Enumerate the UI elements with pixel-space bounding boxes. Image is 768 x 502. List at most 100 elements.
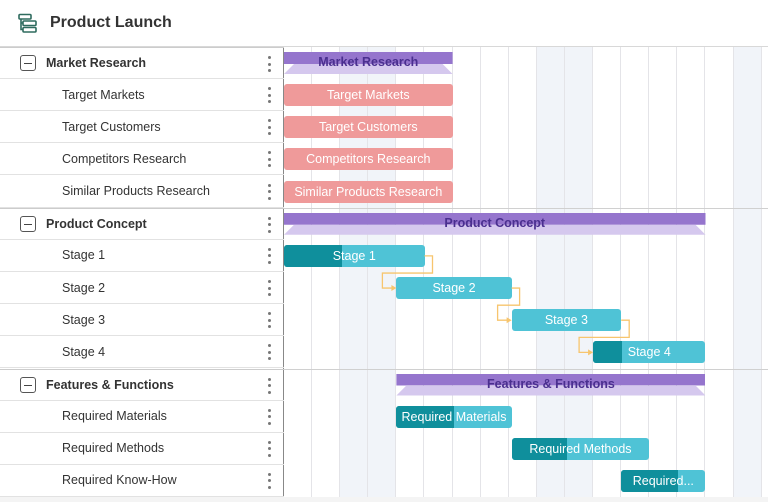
- timeline-column: [509, 47, 537, 497]
- task-row[interactable]: Required Methods: [0, 433, 284, 465]
- more-options-icon[interactable]: [267, 87, 271, 104]
- group-bar[interactable]: Product Concept: [284, 212, 706, 235]
- progress-fill: [511, 437, 567, 460]
- task-bar-label: Competitors Research: [306, 152, 431, 167]
- more-options-icon[interactable]: [267, 344, 271, 361]
- bottom-edge: [0, 497, 768, 502]
- task-bar[interactable]: Stage 2: [396, 277, 512, 300]
- collapse-toggle-icon[interactable]: [20, 215, 36, 232]
- task-bar[interactable]: Required Methods: [511, 437, 650, 460]
- row-label: Competitors Research: [62, 151, 187, 166]
- timeline-column: [312, 47, 341, 497]
- timeline-column: [621, 47, 650, 497]
- task-row[interactable]: Competitors Research: [0, 143, 284, 176]
- row-label: Stage 2: [62, 280, 106, 295]
- task-bar-label: Stage 1: [332, 248, 376, 263]
- more-options-icon[interactable]: [267, 408, 271, 425]
- page-title: Product Launch: [50, 14, 172, 31]
- timeline-column: [536, 47, 565, 497]
- more-options-icon[interactable]: [267, 56, 271, 72]
- timeline-column: [677, 47, 706, 497]
- timeline-column: [425, 47, 453, 497]
- row-label: Target Markets: [62, 87, 145, 102]
- group-bar-label: Product Concept: [444, 215, 546, 230]
- more-options-icon[interactable]: [267, 183, 271, 200]
- more-options-icon[interactable]: [267, 119, 271, 136]
- task-bar-label: Required...: [632, 473, 694, 488]
- group-bar-label: Market Research: [318, 55, 419, 69]
- row-label: Required Materials: [62, 409, 167, 424]
- timeline-column: [706, 47, 734, 497]
- group-bar[interactable]: Market Research: [284, 52, 453, 74]
- task-bar-label: Stage 4: [627, 345, 671, 360]
- task-row[interactable]: Required Materials: [0, 401, 284, 433]
- more-options-icon[interactable]: [267, 247, 271, 264]
- task-list: Market Research Target Markets Target Cust…: [0, 47, 284, 497]
- task-bar[interactable]: Target Customers: [284, 116, 453, 139]
- group-divider: [284, 207, 768, 209]
- gantt-chart: Market Research Target Markets Target Cust…: [284, 47, 768, 497]
- timeline-column: [565, 47, 594, 497]
- task-bar[interactable]: Competitors Research: [284, 148, 453, 171]
- task-bar[interactable]: Target Markets: [284, 84, 453, 107]
- progress-fill: [593, 341, 623, 364]
- task-row[interactable]: Target Markets: [0, 79, 284, 112]
- task-bar-label: Similar Products Research: [294, 184, 443, 199]
- dependency-arrow: [381, 255, 434, 289]
- task-row[interactable]: Similar Products Research: [0, 176, 284, 208]
- dependency-arrow: [496, 287, 521, 321]
- dependency-arrow: [578, 319, 630, 353]
- more-options-icon[interactable]: [267, 280, 271, 297]
- group-bar[interactable]: Features & Functions: [396, 373, 706, 396]
- task-bar[interactable]: Stage 3: [511, 309, 622, 332]
- task-bar-label: Target Markets: [326, 88, 410, 103]
- task-bar-label: Required Materials: [401, 409, 507, 424]
- progress-fill: [621, 469, 678, 492]
- gantt-icon: [18, 13, 37, 33]
- task-bar-label: Stage 3: [544, 313, 588, 328]
- more-options-icon[interactable]: [267, 151, 271, 168]
- task-row[interactable]: Target Customers: [0, 111, 284, 144]
- task-bar[interactable]: Required...: [621, 469, 706, 492]
- collapse-toggle-icon[interactable]: [20, 376, 36, 393]
- row-label: Stage 4: [62, 344, 106, 359]
- task-row[interactable]: Stage 3: [0, 304, 284, 337]
- timeline-column: [733, 47, 762, 497]
- progress-fill: [284, 244, 342, 267]
- progress-fill: [396, 405, 454, 428]
- task-row[interactable]: Stage 4: [0, 336, 284, 369]
- dependency-links: [381, 255, 630, 356]
- timeline-column: [649, 47, 678, 497]
- row-label: Market Research: [46, 56, 147, 70]
- more-options-icon[interactable]: [267, 312, 271, 329]
- more-options-icon[interactable]: [267, 377, 271, 394]
- more-options-icon[interactable]: [267, 216, 271, 233]
- group-row[interactable]: Market Research: [0, 47, 284, 79]
- task-bar[interactable]: Stage 1: [284, 244, 425, 267]
- task-row[interactable]: Required Know-How: [0, 465, 284, 497]
- more-options-icon[interactable]: [267, 440, 271, 457]
- row-label: Stage 3: [62, 312, 106, 327]
- row-label: Product Concept: [46, 216, 147, 231]
- task-row[interactable]: Stage 2: [0, 272, 284, 305]
- row-label: Similar Products Research: [62, 184, 210, 199]
- timeline-column: [396, 47, 425, 497]
- row-label: Stage 1: [62, 248, 106, 263]
- task-bar[interactable]: Stage 4: [593, 341, 706, 364]
- timeline-column: [453, 47, 481, 497]
- task-bar-label: Target Customers: [318, 120, 418, 135]
- more-options-icon[interactable]: [267, 472, 271, 489]
- task-bar-label: Required Methods: [529, 441, 632, 456]
- collapse-toggle-icon[interactable]: [20, 55, 36, 71]
- group-row[interactable]: Product Concept: [0, 207, 284, 240]
- group-divider: [284, 368, 768, 370]
- row-label: Required Methods: [62, 441, 165, 456]
- header: Product Launch: [0, 0, 768, 47]
- group-row[interactable]: Features & Functions: [0, 368, 284, 401]
- task-bar[interactable]: Required Materials: [396, 405, 512, 428]
- timeline-column: [481, 47, 509, 497]
- row-label: Required Know-How: [62, 473, 177, 488]
- task-row[interactable]: Stage 1: [0, 240, 284, 272]
- task-bar[interactable]: Similar Products Research: [284, 180, 453, 203]
- row-label: Features & Functions: [46, 377, 174, 392]
